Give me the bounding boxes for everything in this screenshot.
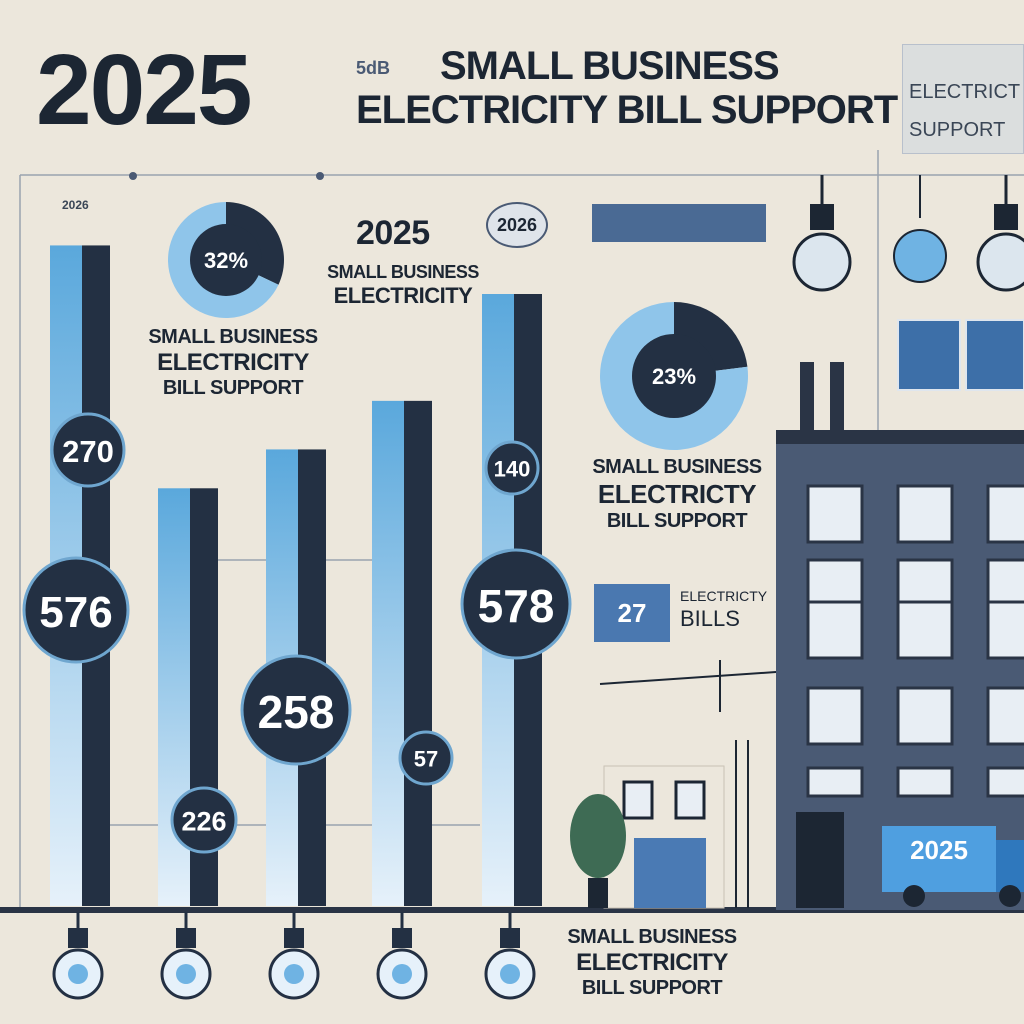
left-caption-line-1: SMALL BUSINESS [148, 326, 318, 348]
bills-badge: 27 [594, 584, 670, 642]
bills-line-1: ELECTRICTY [680, 588, 768, 604]
mid-caption-line-2: ELECTRICITY [333, 283, 473, 308]
bills-line-2: BILLS [680, 606, 740, 631]
lightbulb-icon [976, 175, 1024, 292]
mid-caption: SMALL BUSINESS ELECTRICITY [322, 262, 484, 309]
side-panel-line-1: ELECTRICT [909, 81, 1021, 103]
value-label-226: 226 [181, 807, 226, 837]
bulb-glow-1 [68, 964, 88, 984]
title-year: 2025 [36, 34, 252, 146]
pie-23-hole [632, 334, 716, 418]
truck-label: 2025 [910, 834, 968, 865]
lightbulb-icon [893, 175, 947, 283]
truck-icon [882, 826, 1024, 907]
title-line-1: SMALL BUSINESS [440, 44, 780, 88]
power-pole-icon [599, 660, 777, 908]
title-line-2: ELECTRICITY BILL SUPPORT [356, 88, 898, 132]
bar-light-4 [372, 400, 404, 906]
bulb-socket-5 [500, 928, 520, 948]
bulb-glow-5 [500, 964, 520, 984]
mid-year: 2025 [356, 214, 430, 252]
bulb-socket-2 [176, 928, 196, 948]
value-label-578: 578 [478, 580, 555, 632]
bar-dark-4 [404, 400, 432, 906]
lightbulb-icon [792, 175, 852, 292]
value-label-57: 57 [414, 747, 438, 772]
mid-caption-line-1: SMALL BUSINESS [327, 262, 479, 282]
bottom-caption-line-1: SMALL BUSINESS [567, 926, 737, 948]
pie-32-hole [190, 224, 262, 296]
value-bubble-226 [170, 786, 238, 854]
bottom-caption-line-3: BILL SUPPORT [581, 977, 723, 999]
bulb-glow-2 [176, 964, 196, 984]
bottom-caption: SMALL BUSINESS ELECTRICITY BILL SUPPORT [562, 926, 742, 1000]
value-label-258: 258 [258, 686, 335, 738]
side-panel: ELECTRICT SUPPORT [902, 44, 1024, 154]
value-bubble-140 [484, 440, 540, 496]
left-caption-line-3: BILL SUPPORT [162, 377, 304, 399]
value-bubble-258 [240, 654, 352, 766]
tree-icon [570, 794, 626, 908]
right-caption-line-1: SMALL BUSINESS [592, 456, 762, 478]
value-bubble-576 [22, 556, 130, 664]
title-badge: 5dB [356, 58, 391, 78]
right-caption-line-2: ELECTRICTY [597, 479, 757, 509]
value-bubble-57 [398, 730, 454, 786]
pie-23-label: 23% [652, 364, 696, 389]
side-panel-line-2: SUPPORT [909, 119, 1006, 141]
left-tag: 2026 [62, 198, 89, 212]
bulb-glow-4 [392, 964, 412, 984]
bulb-socket-4 [392, 928, 412, 948]
value-label-576: 576 [39, 588, 112, 637]
solar-panel-icon [897, 319, 1024, 391]
left-caption: SMALL BUSINESS ELECTRICITY BILL SUPPORT [148, 326, 318, 400]
right-caption-line-3: BILL SUPPORT [606, 510, 748, 532]
bulb-socket-1 [68, 928, 88, 948]
bulb-socket-3 [284, 928, 304, 948]
left-caption-line-2: ELECTRICITY [157, 349, 309, 376]
color-strip [592, 204, 766, 242]
value-bubble-578 [460, 548, 572, 660]
value-label-140: 140 [494, 457, 531, 482]
pie-32-label: 32% [204, 248, 248, 273]
value-label-270: 270 [62, 434, 114, 469]
mid-badge: 2026 [486, 202, 548, 248]
bottom-caption-line-2: ELECTRICITY [576, 949, 728, 976]
right-caption: SMALL BUSINESS ELECTRICTY BILL SUPPORT [582, 456, 772, 533]
value-bubble-270 [50, 412, 126, 488]
bulb-glow-3 [284, 964, 304, 984]
